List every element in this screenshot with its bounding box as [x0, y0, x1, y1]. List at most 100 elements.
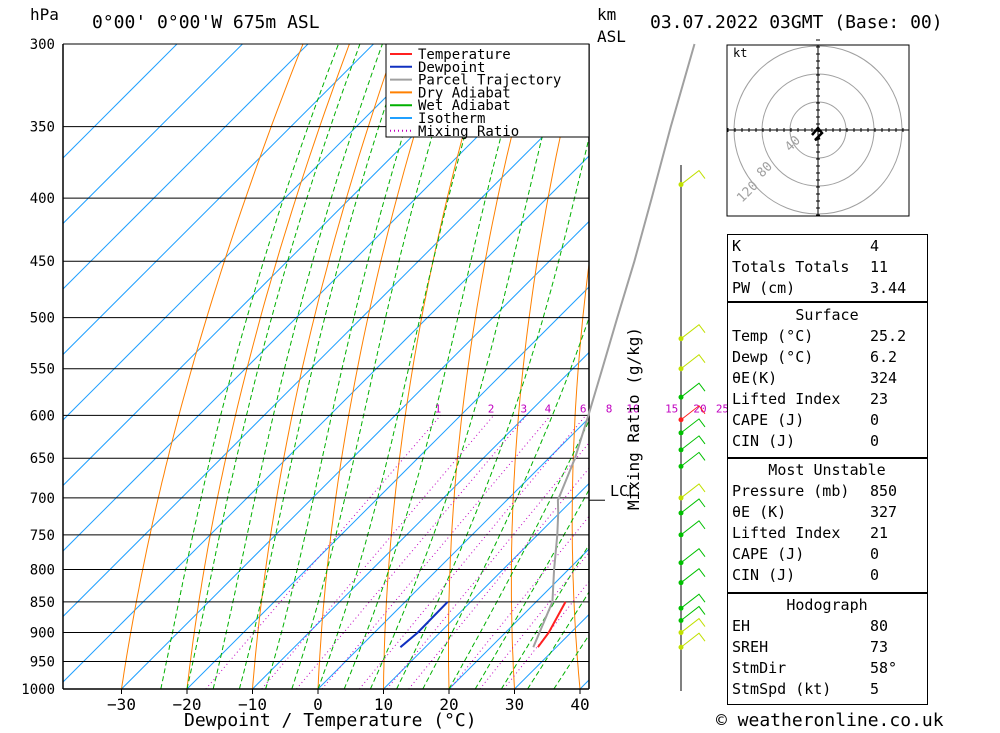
surface-cin-label: CIN (J)	[732, 432, 796, 450]
mixing-ratio-line	[296, 414, 527, 689]
mixing-ratio-label: 6	[580, 402, 587, 415]
pressure-tick-label: 450	[30, 254, 55, 270]
isotherm-line	[63, 89, 589, 618]
mixing-ratio-line	[321, 414, 551, 689]
mixing-ratio-label: 25	[716, 402, 729, 415]
surface-thetae-label: θE(K)	[732, 369, 778, 387]
mixing-ratio-label: 3	[521, 402, 528, 415]
isotherm-line	[63, 44, 505, 487]
dewpoint-profile	[399, 601, 449, 648]
temperature-tick-label: −20	[173, 695, 202, 714]
dry-adiabat-line	[317, 44, 443, 689]
wet-adiabat-line	[396, 136, 589, 689]
wet-adiabat-line	[265, 44, 433, 689]
index-table-general: K 4 Totals Totals 11 PW (cm) 3.44	[728, 236, 926, 299]
surface-thetae-value: 324	[870, 369, 898, 387]
temperature-tick-label: 0	[313, 695, 323, 714]
legend-entry: Dewpoint	[418, 60, 485, 76]
hodograph-title: Hodograph	[786, 596, 868, 614]
surface-li-label: Lifted Index	[732, 390, 841, 408]
mixing-ratio-label: 10	[626, 402, 639, 415]
surface-cape-label: CAPE (J)	[732, 411, 805, 429]
stmdir-value: 58°	[870, 659, 898, 677]
legend-entry: Parcel Trajectory	[418, 73, 561, 89]
mu-cin-value: 0	[870, 566, 880, 584]
pw-label: PW (cm)	[732, 279, 796, 297]
copyright: © weatheronline.co.uk	[716, 710, 944, 731]
parcel-trajectory-profile	[532, 43, 696, 648]
pressure-tick-label: 700	[30, 491, 55, 507]
mixing-ratio-line	[205, 414, 442, 689]
isotherm-line	[317, 417, 589, 689]
pressure-tick-label: 650	[30, 451, 55, 467]
dry-adiabat-line	[951, 44, 1000, 689]
pressure-tick-label: 600	[30, 408, 55, 424]
temperature-tick-label: 40	[570, 695, 589, 714]
km-label: km	[597, 5, 617, 24]
temperature-tick-label: −30	[107, 695, 136, 714]
isotherm-line	[63, 155, 589, 683]
pressure-tick-label: 750	[30, 528, 55, 544]
dry-adiabat-line	[121, 44, 304, 689]
wet-adiabat-line	[291, 44, 461, 689]
temperature-tick-label: 30	[505, 695, 524, 714]
mu-pressure-value: 850	[870, 482, 898, 500]
mu-cin-label: CIN (J)	[732, 566, 796, 584]
index-table-most-unstable: Most Unstable Pressure (mb) 850 θE (K) 327…	[728, 460, 926, 586]
wet-adiabat-line	[448, 419, 589, 689]
sreh-value: 73	[870, 638, 889, 656]
mixing-ratio-label: 1	[435, 402, 442, 415]
isotherm-line	[63, 44, 440, 421]
mu-li-label: Lifted Index	[732, 524, 841, 542]
isotherm-line	[63, 44, 178, 159]
mu-li-value: 21	[870, 524, 889, 542]
mixing-ratio-line	[359, 414, 587, 689]
stmdir-label: StmDir	[732, 659, 787, 677]
index-box-general	[727, 234, 928, 302]
surface-temp-value: 25.2	[870, 327, 907, 345]
mu-thetae-value: 327	[870, 503, 898, 521]
surface-cin-value: 0	[870, 432, 880, 450]
dry-adiabat-line	[571, 260, 589, 689]
temperature-profile	[537, 601, 567, 648]
wet-adiabat-line	[369, 44, 567, 689]
wet-adiabat-line	[343, 44, 527, 689]
pressure-tick-label: 950	[30, 655, 55, 671]
mixing-ratio-line	[261, 414, 495, 689]
temperature-tick-label: 20	[439, 695, 458, 714]
surface-dewp-label: Dewp (°C)	[732, 348, 814, 366]
mu-title: Most Unstable	[768, 461, 886, 479]
index-table-surface: Surface Temp (°C) 25.2 Dewp (°C) 6.2 θE(K)…	[728, 305, 926, 452]
isotherm-line	[63, 44, 243, 225]
index-box-most-unstable	[727, 458, 928, 593]
mu-cape-label: CAPE (J)	[732, 545, 805, 563]
wet-adiabat-line	[317, 44, 492, 689]
surface-title: Surface	[795, 306, 859, 324]
pressure-tick-label: 350	[30, 120, 55, 136]
pressure-tick-label: 400	[30, 191, 55, 207]
pressure-tick-label: 1000	[21, 682, 55, 698]
isotherm-line	[63, 44, 309, 290]
legend-entry: Isotherm	[418, 111, 485, 127]
k-label: K	[732, 237, 742, 255]
index-table-hodograph: Hodograph EH 80 SREH 73 StmDir 58° StmSpd (…	[728, 595, 926, 700]
index-box-surface	[727, 302, 928, 458]
mu-pressure-label: Pressure (mb)	[732, 482, 850, 500]
pressure-unit-label: hPa	[30, 5, 59, 24]
mu-cape-value: 0	[870, 545, 880, 563]
tt-label: Totals Totals	[732, 258, 850, 276]
mixing-ratio-label: 15	[665, 402, 678, 415]
pressure-tick-label: 800	[30, 562, 55, 578]
isotherm-line	[383, 482, 589, 689]
mixing-ratio-label: 20	[693, 402, 706, 415]
mixing-ratio-label: 2	[488, 402, 495, 415]
mixing-ratio-line	[386, 442, 589, 689]
pressure-tick-label: 550	[30, 362, 55, 378]
temperature-tick-label: −10	[238, 695, 267, 714]
wet-adiabat-line	[160, 44, 339, 689]
x-axis-label: Dewpoint / Temperature (°C)	[184, 710, 477, 731]
eh-label: EH	[732, 617, 751, 635]
mixing-ratio-line	[408, 467, 589, 689]
isotherm-line	[448, 548, 589, 689]
